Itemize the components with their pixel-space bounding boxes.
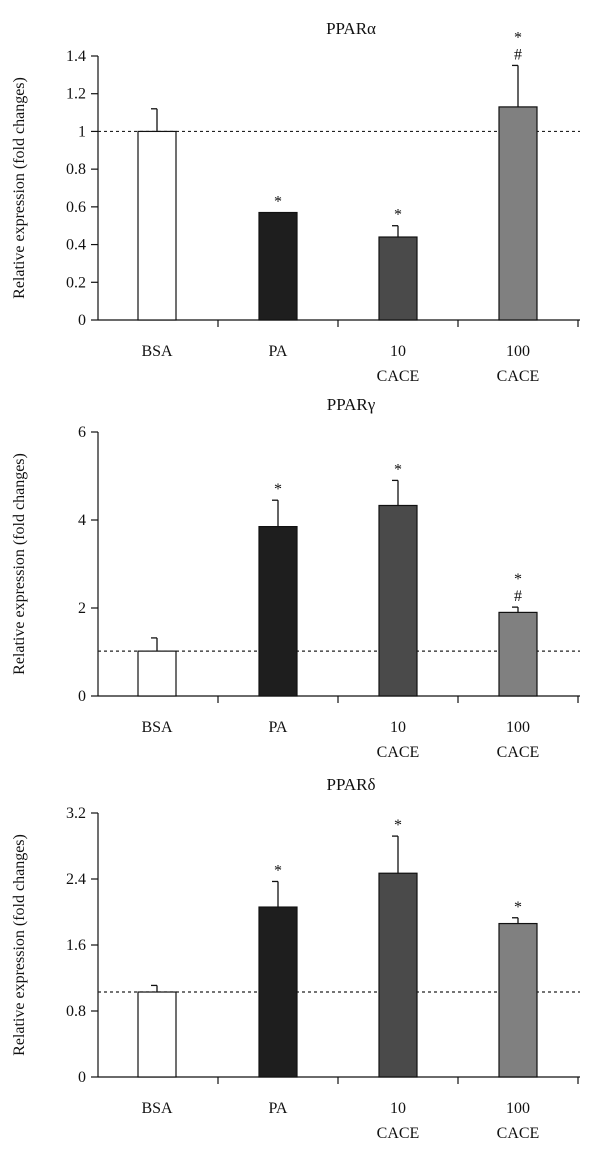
y-tick-label: 0.8: [66, 1003, 86, 1020]
category-label: CACE: [377, 1125, 420, 1142]
y-axis-label: Relative expression (fold changes): [11, 834, 28, 1056]
bar-1: [137, 991, 177, 1078]
chart-panel-2: PPARγ Relative expression (fold changes) 0…: [11, 395, 580, 761]
y-axis-label: Relative expression (fold changes): [11, 453, 28, 675]
bar-2: [258, 211, 298, 321]
category-label: BSA: [141, 343, 173, 360]
category-label: 10: [390, 343, 406, 360]
category-label: PA: [269, 1100, 288, 1117]
chart-title: PPARδ: [327, 775, 376, 794]
y-tick-label: 4: [78, 512, 86, 529]
chart-panel-1: PPARα Relative expression (fold changes) 0…: [11, 19, 580, 385]
category-label: CACE: [497, 1125, 540, 1142]
y-tick-label: 1.2: [66, 86, 86, 103]
category-label: PA: [269, 343, 288, 360]
category-label: 100: [506, 1100, 530, 1117]
significance-star: *: [394, 817, 402, 834]
category-label: 10: [390, 1100, 406, 1117]
y-tick-label: 2: [78, 600, 86, 617]
significance-hash: #: [514, 588, 522, 605]
bar-2: [258, 525, 298, 697]
bar-3: [378, 504, 418, 697]
category-label: PA: [269, 719, 288, 736]
bar-3: [378, 872, 418, 1078]
significance-star: *: [394, 207, 402, 224]
category-label: CACE: [377, 744, 420, 761]
category-label: 10: [390, 719, 406, 736]
bar-1: [137, 130, 177, 321]
significance-star: *: [514, 899, 522, 916]
significance-star: *: [394, 461, 402, 478]
y-tick-label: 0: [78, 312, 86, 329]
category-label: 100: [506, 343, 530, 360]
y-tick-label: 1: [78, 123, 86, 140]
y-tick-label: 0.6: [66, 199, 86, 216]
chart-title: PPARα: [326, 19, 376, 38]
category-label: CACE: [377, 368, 420, 385]
bar-4: [498, 106, 538, 321]
category-label: CACE: [497, 744, 540, 761]
chart-panel-3: PPARδ Relative expression (fold changes) 0…: [11, 775, 580, 1142]
bar-4: [498, 922, 538, 1078]
y-tick-label: 0.2: [66, 274, 86, 291]
significance-star: *: [274, 862, 282, 879]
y-tick-label: 2.4: [66, 871, 86, 888]
category-label: CACE: [497, 368, 540, 385]
significance-hash: #: [514, 46, 522, 63]
y-tick-label: 0: [78, 688, 86, 705]
category-label: 100: [506, 719, 530, 736]
significance-star: *: [514, 29, 522, 46]
y-tick-label: 3.2: [66, 805, 86, 822]
category-label: BSA: [141, 1100, 173, 1117]
y-tick-label: 6: [78, 424, 86, 441]
bar-4: [498, 611, 538, 697]
category-label: BSA: [141, 719, 173, 736]
bar-2: [258, 906, 298, 1078]
chart-title: PPARγ: [327, 395, 376, 414]
y-tick-label: 0.4: [66, 237, 86, 254]
significance-star: *: [514, 571, 522, 588]
y-tick-label: 0: [78, 1069, 86, 1086]
significance-star: *: [274, 194, 282, 211]
y-tick-label: 1.6: [66, 937, 86, 954]
bar-1: [137, 650, 177, 697]
y-tick-label: 0.8: [66, 161, 86, 178]
bar-3: [378, 236, 418, 321]
y-tick-label: 1.4: [66, 48, 86, 65]
y-axis-label: Relative expression (fold changes): [11, 77, 28, 299]
significance-star: *: [274, 481, 282, 498]
